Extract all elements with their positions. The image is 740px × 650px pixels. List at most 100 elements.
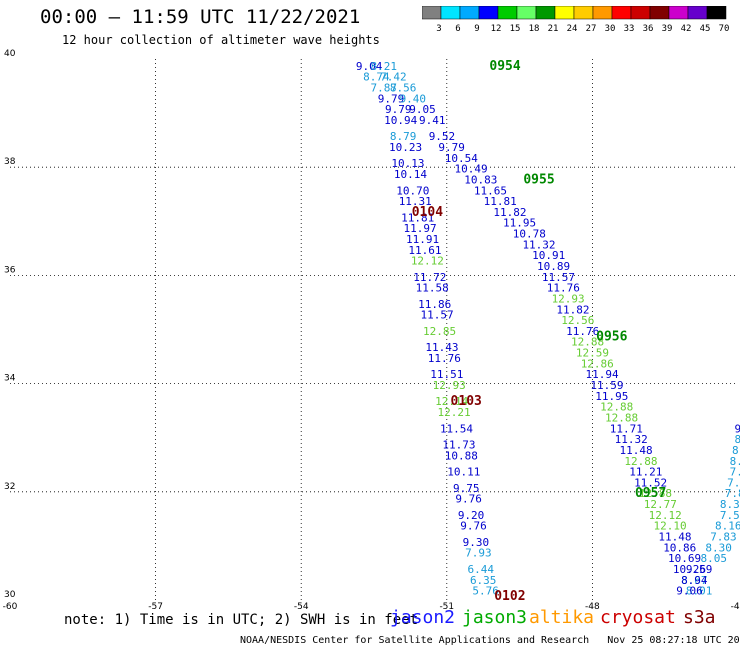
y-tick-label: 40	[4, 49, 16, 59]
wave-height-label: 11.32	[615, 433, 648, 446]
wave-height-label: 9.79	[438, 141, 465, 154]
wave-height-label: 11.21	[629, 466, 662, 479]
wave-height-label: 10.49	[455, 163, 488, 176]
colorbar-label: 15	[510, 24, 521, 34]
wave-height-label: 8.01	[686, 585, 713, 598]
wave-height-label: 10.26	[673, 563, 706, 576]
wave-height-label: 11.72	[413, 271, 446, 284]
colorbar-label: 36	[643, 24, 654, 34]
pass-time-label: 0102	[494, 589, 525, 604]
wave-height-label: 10.86	[663, 541, 696, 554]
wave-height-label: 12.93	[433, 379, 466, 392]
colorbar-label: 3	[436, 24, 441, 34]
wave-height-label: 10.78	[513, 228, 546, 241]
wave-height-label: 11.76	[428, 352, 461, 365]
wave-height-label: 7.42	[380, 71, 407, 84]
wave-height-label: 8.56	[390, 81, 417, 94]
y-tick-label: 30	[4, 590, 16, 600]
wave-height-label: 9.41	[419, 114, 446, 127]
pass-time-label: 0957	[635, 486, 666, 501]
legend-altika: altika	[529, 607, 595, 628]
wave-height-label: 10.83	[464, 173, 497, 186]
wave-height-label: 10.23	[389, 141, 422, 154]
x-tick-label: -51	[439, 602, 454, 612]
wave-height-label: 11.97	[404, 222, 437, 235]
wave-height-label: 5.76	[472, 585, 499, 598]
colorbar-label: 18	[529, 24, 540, 34]
wave-height-label: 11.57	[542, 271, 575, 284]
wave-height-label: 11.32	[522, 238, 555, 251]
wave-height-label: 11.94	[586, 368, 619, 381]
wave-height-label: 8.61	[730, 455, 740, 468]
wave-height-label: 9.76	[460, 520, 487, 533]
wave-height-label: 11.81	[484, 195, 517, 208]
wave-height-label: 9.05	[409, 103, 436, 116]
wave-height-label: 11.48	[620, 444, 653, 457]
wave-height-label: 8.74	[363, 71, 390, 84]
wave-height-label: 12.93	[552, 292, 585, 305]
wave-height-label: 9.58	[734, 422, 740, 435]
wave-height-label: 12.21	[438, 406, 471, 419]
wave-height-label: 10.91	[532, 249, 565, 262]
wave-height-label: 11.91	[406, 233, 439, 246]
wave-height-label: 9.04	[356, 60, 383, 73]
x-tick-label: -54	[294, 602, 309, 612]
colorbar-label: 42	[681, 24, 692, 34]
wave-height-label: 8.35	[720, 498, 740, 511]
wave-height-label: 9.79	[385, 103, 412, 116]
wave-height-label: 12.10	[653, 520, 686, 533]
colorbar-label: 9	[474, 24, 479, 34]
colorbar-swatch	[706, 6, 727, 20]
wave-height-label: 11.43	[425, 341, 458, 354]
wave-height-label: 6.35	[470, 574, 497, 587]
wave-height-label: 11.95	[503, 217, 536, 230]
colorbar-label: 39	[662, 24, 673, 34]
wave-height-label: 11.31	[399, 195, 432, 208]
x-tick-label: -57	[148, 602, 163, 612]
wave-height-label: 8.21	[370, 60, 397, 73]
wave-height-label: 9.30	[463, 536, 490, 549]
wave-height-label: 11.82	[493, 206, 526, 219]
wave-height-label: 10.69	[668, 552, 701, 565]
wave-height-label: 8.41	[734, 433, 740, 446]
wave-height-label: 10.54	[445, 152, 478, 165]
wave-height-label: 9.40	[400, 92, 427, 105]
wave-height-label: 12.85	[423, 325, 456, 338]
wave-height-label: 9.52	[429, 130, 456, 143]
colorbar-label: 6	[455, 24, 460, 34]
wave-height-label: 8.67	[681, 574, 708, 587]
pass-time-label: 0956	[596, 329, 627, 344]
wave-height-label: 11.54	[440, 422, 473, 435]
colorbar-label: 70	[719, 24, 730, 34]
wave-height-label: 12.12	[411, 255, 444, 268]
pass-time-label: 0103	[451, 394, 482, 409]
y-tick-label: 34	[4, 374, 16, 384]
wave-height-label: 11.86	[418, 298, 451, 311]
wave-height-label: 11.52	[634, 476, 667, 489]
wave-height-label: 6.44	[468, 563, 495, 576]
wave-height-label: 11.58	[416, 282, 449, 295]
wave-height-label: 12.14	[435, 395, 468, 408]
wave-height-label: 10.89	[537, 260, 570, 273]
wave-height-label: 10.11	[447, 466, 480, 479]
wave-height-label: 11.61	[408, 244, 441, 257]
legend-cryosat: cryosat	[600, 607, 676, 628]
wave-height-label: 12.77	[644, 498, 677, 511]
legend-jason3: jason3	[462, 607, 528, 628]
wave-height-label: 11.73	[442, 439, 475, 452]
wave-height-label: 9.75	[453, 482, 480, 495]
wave-height-label: 7.93	[465, 547, 492, 560]
colorbar-label: 45	[700, 24, 711, 34]
pass-time-label: 0955	[523, 172, 554, 187]
wave-height-label: 12.88	[605, 411, 638, 424]
wave-height-label: 11.48	[658, 530, 691, 543]
wave-height-label: 10.88	[445, 449, 478, 462]
chart-title: 00:00 — 11:59 UTC 11/22/2021	[40, 6, 361, 28]
wave-height-label: 11.76	[566, 325, 599, 338]
y-tick-label: 36	[4, 265, 16, 275]
wave-height-label: 9.06	[676, 585, 703, 598]
colorbar-label: 33	[624, 24, 635, 34]
wave-height-label: 7.53	[720, 509, 740, 522]
wave-height-label: 7.83	[710, 530, 737, 543]
